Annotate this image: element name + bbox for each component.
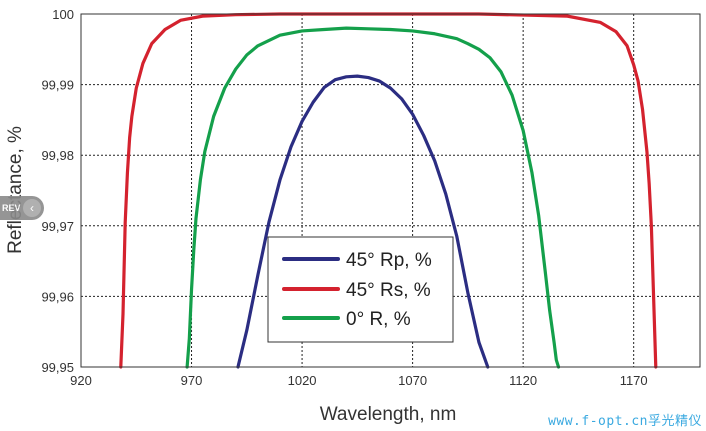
- legend: 45° Rp, % 45° Rs, % 0° R, %: [267, 236, 454, 343]
- x-tick-label: 970: [181, 373, 203, 388]
- x-tick-label: 1070: [398, 373, 427, 388]
- y-axis-label: Reflectance, %: [5, 126, 26, 254]
- legend-label-r0: 0° R, %: [346, 309, 411, 330]
- x-tick-label: 1020: [288, 373, 317, 388]
- y-tick-label: 99,96: [41, 289, 74, 304]
- rev-overlay-tab[interactable]: REV ‹: [0, 196, 44, 220]
- series-line-0-r: [185, 26, 561, 369]
- y-tick-label: 100: [52, 7, 74, 22]
- x-axis-label: Wavelength, nm: [320, 404, 457, 425]
- watermark: www.f-opt.cn孚光精仪: [548, 414, 702, 429]
- series-line-45-rp: [236, 74, 490, 369]
- plot-frame: [80, 13, 701, 368]
- x-tick-label: 920: [70, 373, 92, 388]
- y-tick-label: 99,95: [41, 360, 74, 375]
- y-tick-label: 99,97: [41, 219, 74, 234]
- x-tick-labels: 920 970 1020 1070 1120 1170: [70, 373, 648, 388]
- y-tick-labels: 99,95 99,96 99,97 99,98 99,99 100: [41, 7, 74, 375]
- x-tick-label: 1170: [620, 373, 648, 388]
- y-tick-label: 99,98: [41, 148, 74, 163]
- legend-label-rs: 45° Rs, %: [346, 280, 431, 301]
- chevron-left-icon[interactable]: ‹: [23, 199, 41, 217]
- legend-label-rp: 45° Rp, %: [346, 250, 432, 271]
- x-tick-label: 1120: [509, 373, 537, 388]
- rev-label: REV: [2, 203, 21, 213]
- y-tick-label: 99,99: [41, 78, 74, 93]
